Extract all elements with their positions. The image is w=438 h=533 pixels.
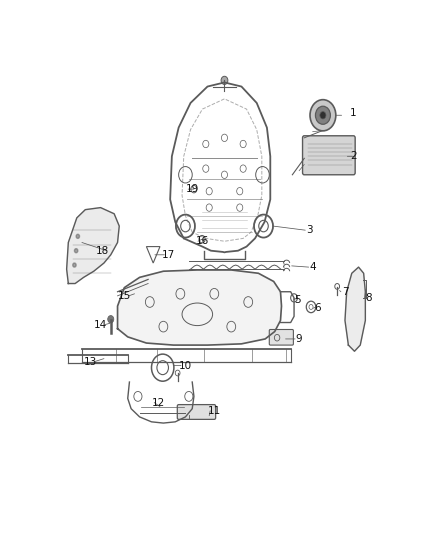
Text: 7: 7 (342, 287, 348, 297)
Circle shape (310, 100, 336, 131)
Text: 3: 3 (306, 225, 313, 235)
Text: 13: 13 (84, 357, 97, 367)
Polygon shape (117, 270, 282, 345)
Text: 10: 10 (179, 361, 192, 370)
FancyBboxPatch shape (177, 405, 215, 419)
Circle shape (221, 76, 228, 85)
Polygon shape (345, 267, 365, 351)
Text: 15: 15 (118, 291, 131, 301)
Text: 16: 16 (196, 236, 209, 246)
Text: 6: 6 (314, 303, 321, 313)
Text: 2: 2 (350, 151, 357, 161)
Text: 17: 17 (162, 250, 175, 260)
Text: 19: 19 (186, 184, 199, 194)
Circle shape (74, 248, 78, 253)
FancyBboxPatch shape (303, 136, 355, 175)
Circle shape (76, 235, 80, 238)
Text: 14: 14 (94, 320, 107, 329)
Text: 12: 12 (152, 398, 165, 408)
Text: 8: 8 (365, 293, 372, 303)
Circle shape (108, 316, 114, 323)
Polygon shape (67, 207, 119, 284)
Text: 11: 11 (208, 406, 221, 416)
Text: 1: 1 (350, 108, 357, 118)
Text: 4: 4 (309, 262, 316, 272)
Text: 5: 5 (294, 295, 301, 305)
FancyBboxPatch shape (269, 329, 293, 345)
Text: 9: 9 (296, 334, 303, 344)
Circle shape (73, 263, 76, 267)
Circle shape (315, 106, 330, 124)
Text: 18: 18 (95, 246, 109, 256)
Circle shape (320, 111, 326, 119)
